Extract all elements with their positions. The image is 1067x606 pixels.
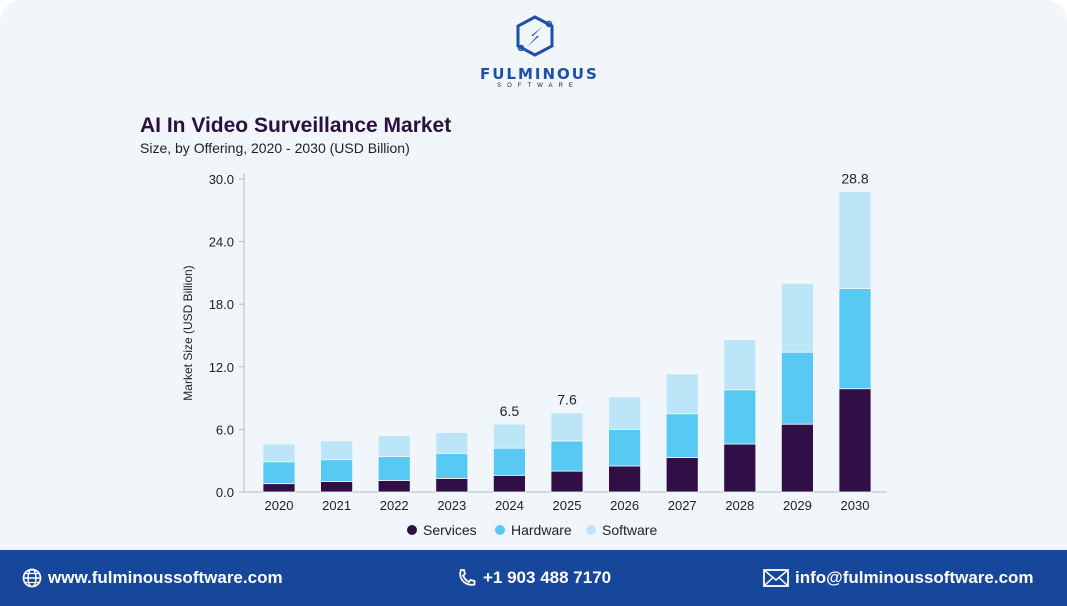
legend-marker-hardware — [495, 525, 505, 535]
x-tick-label: 2026 — [610, 498, 639, 513]
y-tick-label: 24.0 — [209, 235, 234, 250]
x-tick-label: 2025 — [553, 498, 582, 513]
data-label: 6.5 — [500, 403, 520, 419]
legend-label-software: Software — [602, 522, 657, 538]
legend-label-services: Services — [423, 522, 477, 538]
x-tick-label: 2028 — [725, 498, 754, 513]
y-tick-label: 12.0 — [209, 360, 234, 375]
bar-software-2025 — [550, 412, 584, 442]
bar-hardware-2024 — [492, 447, 526, 476]
bar-hardware-2022 — [377, 456, 411, 481]
bar-services-2029 — [781, 423, 814, 493]
globe-icon — [22, 568, 42, 588]
bar-services-2022 — [377, 480, 411, 493]
chart-title: AI In Video Surveillance Market — [140, 114, 452, 137]
bar-hardware-2026 — [608, 428, 641, 467]
bar-hardware-2030 — [838, 288, 872, 390]
email-text: info@fulminoussoftware.com — [795, 568, 1034, 587]
data-label: 28.8 — [841, 171, 868, 187]
bar-hardware-2029 — [781, 351, 814, 425]
website-link[interactable]: www.fulminoussoftware.com — [22, 568, 283, 588]
bar-services-2027 — [665, 457, 699, 493]
bar-services-2023 — [435, 478, 469, 493]
mail-icon — [763, 569, 789, 587]
x-tick-label: 2021 — [322, 498, 351, 513]
brand-name: FULMINOUS — [480, 65, 599, 83]
bar-services-2020 — [262, 483, 296, 493]
brand-logo: FULMINOUS SOFTWARE — [480, 14, 599, 89]
bar-software-2020 — [262, 443, 296, 463]
y-tick-label: 0.0 — [216, 485, 234, 500]
legend-label-hardware: Hardware — [511, 522, 572, 538]
website-text: www.fulminoussoftware.com — [48, 568, 283, 587]
chart-subtitle: Size, by Offering, 2020 - 2030 (USD Bill… — [140, 140, 410, 156]
phone-icon — [459, 569, 476, 586]
bar-software-2026 — [608, 396, 641, 430]
stacked-bar-chart: 0.0 6.0 12.0 18.0 24.0 30.0 Market Size (USD B… — [181, 171, 887, 538]
x-tick-label: 2027 — [668, 498, 697, 513]
bar-software-2030 — [838, 191, 872, 289]
y-tick-label: 6.0 — [216, 422, 234, 437]
legend-marker-services — [407, 525, 417, 535]
bar-software-2021 — [320, 440, 354, 461]
x-tick-label: 2024 — [495, 498, 524, 513]
bar-software-2023 — [435, 432, 469, 454]
legend-marker-software — [586, 525, 596, 535]
bar-software-2029 — [781, 282, 814, 353]
bar-hardware-2020 — [262, 461, 296, 485]
bar-software-2027 — [665, 373, 699, 415]
bar-hardware-2028 — [723, 389, 757, 445]
bar-software-2024 — [492, 423, 526, 449]
bar-hardware-2023 — [435, 452, 469, 479]
hexagon-bolt-icon — [516, 15, 554, 57]
bar-hardware-2021 — [320, 459, 354, 482]
bar-hardware-2027 — [665, 413, 699, 458]
bar-services-2028 — [723, 443, 757, 493]
bar-services-2021 — [320, 481, 354, 493]
phone-link[interactable]: +1 903 488 7170 — [457, 568, 611, 588]
y-axis-label: Market Size (USD Billion) — [181, 265, 195, 400]
data-label: 7.6 — [557, 392, 577, 408]
brand-tagline: SOFTWARE — [497, 83, 579, 89]
x-tick-label: 2020 — [265, 498, 294, 513]
bar-services-2024 — [492, 474, 526, 493]
bar-services-2030 — [838, 388, 872, 493]
bar-services-2025 — [550, 470, 584, 493]
bar-software-2028 — [723, 339, 757, 391]
email-link[interactable]: info@fulminoussoftware.com — [763, 568, 1034, 588]
bar-hardware-2025 — [550, 440, 584, 472]
y-tick-label: 18.0 — [209, 297, 234, 312]
phone-text: +1 903 488 7170 — [483, 568, 612, 587]
bar-software-2022 — [377, 435, 411, 457]
y-tick-label: 30.0 — [209, 172, 234, 187]
x-tick-label: 2029 — [783, 498, 812, 513]
x-tick-label: 2030 — [841, 498, 870, 513]
x-tick-label: 2022 — [380, 498, 409, 513]
x-tick-label: 2023 — [437, 498, 466, 513]
bar-services-2026 — [608, 465, 641, 493]
contact-footer: www.fulminoussoftware.com +1 903 488 717… — [0, 550, 1067, 606]
